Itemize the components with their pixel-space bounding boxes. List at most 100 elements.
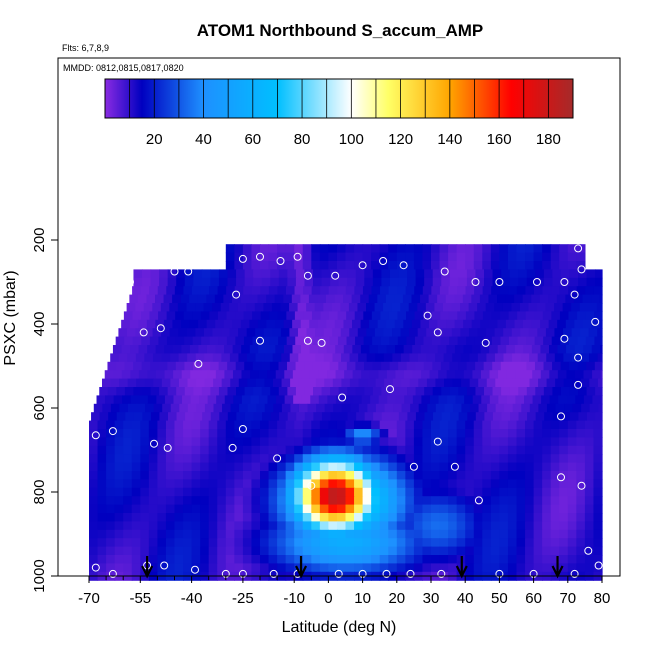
- heatmap-cell: [437, 294, 447, 304]
- heatmap-cell: [285, 546, 295, 556]
- heatmap-cell: [550, 496, 560, 506]
- heatmap-cell: [358, 378, 368, 388]
- heatmap-cell: [548, 294, 558, 304]
- heatmap-cell: [472, 370, 482, 380]
- heatmap-cell: [534, 361, 545, 371]
- heatmap-cell: [236, 387, 246, 396]
- heatmap-cell: [542, 529, 552, 539]
- heatmap-cell: [507, 261, 518, 270]
- heatmap-cell: [567, 496, 577, 506]
- heatmap-cell: [473, 504, 483, 514]
- heatmap-cell: [140, 479, 150, 489]
- heatmap-cell: [96, 395, 106, 405]
- heatmap-cell: [186, 328, 196, 338]
- heatmap-cell: [498, 395, 508, 405]
- heatmap-cell: [318, 345, 328, 354]
- heatmap-cell: [345, 487, 355, 497]
- heatmap-cell: [162, 403, 172, 413]
- sample-point: [256, 336, 264, 345]
- heatmap-cell: [200, 311, 210, 321]
- heatmap-cell: [529, 403, 539, 413]
- heatmap-cell: [307, 378, 317, 388]
- heatmap-cell: [488, 319, 498, 329]
- heatmap-cell: [395, 395, 405, 405]
- heatmap-cell: [525, 521, 535, 531]
- heatmap-cell: [172, 294, 182, 304]
- heatmap-cell: [517, 311, 527, 321]
- heatmap-cell: [302, 513, 312, 522]
- heatmap-cell: [97, 504, 107, 514]
- heatmap-cell: [329, 361, 339, 371]
- heatmap-cell: [124, 336, 134, 346]
- heatmap-cell: [349, 353, 359, 363]
- heatmap-cell: [574, 345, 584, 354]
- sample-point: [194, 359, 203, 368]
- heatmap-cell: [110, 353, 120, 363]
- heatmap-cell: [388, 496, 398, 506]
- heatmap-cell: [184, 336, 194, 346]
- dates-note: MMDD: 0812,0815,0817,0820: [63, 63, 184, 73]
- heatmap-cell: [310, 395, 320, 405]
- heatmap-cell: [277, 471, 287, 480]
- heatmap-cell: [584, 487, 595, 497]
- heatmap-cell: [285, 252, 295, 262]
- heatmap-cell: [308, 294, 319, 304]
- heatmap-cell: [371, 420, 381, 430]
- heatmap-cell: [89, 437, 99, 447]
- heatmap-cell: [278, 269, 288, 279]
- heatmap-cell: [424, 412, 434, 422]
- heatmap-cell: [97, 462, 107, 472]
- heatmap-cell: [505, 294, 515, 304]
- heatmap-cell: [313, 412, 323, 422]
- heatmap-cell: [506, 370, 516, 380]
- heatmap-cell: [260, 538, 270, 548]
- heatmap-cell: [507, 487, 518, 497]
- sample-point: [91, 563, 100, 572]
- heatmap-cell: [329, 311, 339, 321]
- heatmap-cell: [448, 529, 458, 539]
- sample-point: [126, 278, 134, 286]
- heatmap-cell: [511, 328, 521, 338]
- heatmap-cell: [319, 252, 329, 262]
- heatmap-cell: [545, 328, 556, 338]
- heatmap-cell: [507, 244, 518, 254]
- heatmap-cell: [563, 328, 573, 338]
- heatmap-cell: [234, 462, 244, 472]
- heatmap-cell: [525, 454, 535, 464]
- heatmap-cell: [466, 387, 477, 396]
- colorbar-tick-label: 60: [244, 131, 261, 148]
- colorbar-tick-label: 140: [437, 131, 462, 148]
- heatmap-cell: [287, 277, 297, 287]
- heatmap-cell: [198, 345, 208, 354]
- heatmap-cell: [223, 319, 233, 329]
- heatmap-cell: [554, 328, 564, 338]
- heatmap-cell: [559, 420, 569, 430]
- heatmap-cell: [316, 403, 326, 413]
- heatmap-cell: [234, 521, 244, 531]
- heatmap-cell: [379, 244, 389, 254]
- heatmap-cell: [516, 496, 526, 506]
- heatmap-cell: [369, 319, 379, 329]
- heatmap-cell: [499, 261, 509, 270]
- heatmap-cell: [319, 496, 329, 506]
- heatmap-cell: [313, 387, 323, 396]
- heatmap-cell: [113, 395, 123, 405]
- heatmap-cell: [119, 378, 129, 388]
- heatmap-cell: [225, 479, 235, 489]
- heatmap-cell: [498, 370, 508, 380]
- heatmap-cell: [458, 412, 468, 422]
- heatmap-cell: [294, 286, 304, 296]
- heatmap-cell: [336, 546, 347, 556]
- heatmap-cell: [485, 303, 495, 312]
- heatmap-cell: [328, 496, 338, 506]
- heatmap-cell: [567, 563, 577, 573]
- sample-point: [433, 437, 442, 446]
- heatmap-cell: [251, 496, 261, 506]
- heatmap-cell: [555, 403, 565, 413]
- heatmap-cell: [161, 353, 171, 363]
- heatmap-cell: [186, 303, 196, 312]
- heatmap-cell: [481, 395, 491, 405]
- heatmap-cell: [286, 311, 296, 321]
- heatmap-cell: [486, 353, 496, 363]
- heatmap-cell: [268, 479, 278, 489]
